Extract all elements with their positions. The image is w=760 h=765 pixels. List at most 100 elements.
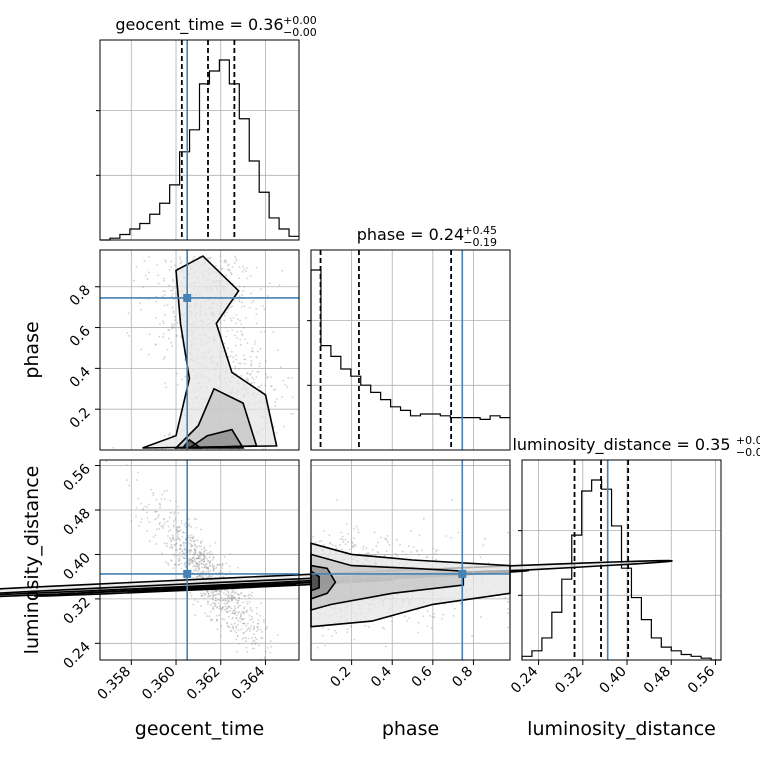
panel-frame <box>99 459 300 661</box>
sample-point <box>227 615 230 618</box>
sample-point <box>484 537 486 540</box>
sample-point <box>189 557 191 560</box>
title-plus: +0.45 <box>463 224 497 237</box>
sample-point <box>194 550 197 553</box>
sample-point <box>346 628 349 631</box>
sample-point <box>184 548 187 551</box>
sample-point <box>507 600 509 603</box>
sample-point <box>227 606 229 609</box>
sample-point <box>226 597 229 600</box>
sample-point <box>235 631 238 634</box>
sample-point <box>208 556 211 559</box>
sample-point <box>231 588 234 591</box>
sample-point <box>171 547 173 549</box>
sample-point <box>189 591 192 594</box>
sample-point <box>233 605 236 608</box>
sample-point <box>331 635 333 638</box>
sample-point <box>236 611 239 614</box>
sample-point <box>184 557 187 559</box>
sample-point <box>247 594 250 597</box>
sample-point <box>211 558 214 561</box>
sample-point <box>384 538 387 540</box>
sample-point <box>453 607 456 610</box>
sample-point <box>320 539 323 542</box>
sample-point <box>211 553 214 555</box>
sample-point <box>386 535 389 537</box>
sample-point <box>385 549 388 552</box>
sample-point <box>181 550 184 552</box>
density-fill <box>311 554 464 610</box>
sample-point <box>407 545 410 548</box>
sample-point <box>227 307 230 310</box>
sample-point <box>225 608 228 610</box>
sample-point <box>232 612 235 615</box>
sample-point <box>241 618 244 621</box>
hist-panel-phase: phase = 0.24 +0.45−0.19 <box>307 224 511 451</box>
sample-point <box>235 627 238 629</box>
sample-point <box>184 375 187 378</box>
sample-point <box>202 557 205 560</box>
sample-point <box>203 556 206 559</box>
sample-point <box>105 460 108 463</box>
panel-frame <box>99 39 300 241</box>
sample-point <box>221 562 224 565</box>
sample-point <box>234 625 237 628</box>
sample-point <box>178 530 181 532</box>
sample-point <box>158 528 161 530</box>
sample-point <box>227 596 230 599</box>
sample-point <box>203 560 206 562</box>
sample-point <box>212 569 215 572</box>
sample-point <box>203 546 206 549</box>
sample-point <box>163 356 166 359</box>
sample-point <box>219 591 221 593</box>
sample-point <box>211 596 214 599</box>
sample-point <box>198 557 200 560</box>
sample-point <box>225 311 228 314</box>
sample-point <box>216 618 218 621</box>
sample-point <box>197 570 200 573</box>
sample-point <box>172 537 174 539</box>
sample-point <box>193 547 196 550</box>
sample-point <box>260 384 263 387</box>
sample-point <box>417 631 420 634</box>
sample-point <box>159 503 162 506</box>
sample-point <box>198 575 201 577</box>
sample-point <box>175 500 177 503</box>
sample-point <box>177 512 180 514</box>
sample-point <box>230 591 233 594</box>
sample-point <box>243 631 245 634</box>
sample-point <box>257 619 260 622</box>
sample-point <box>213 590 215 593</box>
sample-point <box>171 327 173 330</box>
sample-point <box>212 566 215 568</box>
sample-point <box>162 320 164 323</box>
sample-point <box>162 322 165 325</box>
sample-point <box>246 651 249 653</box>
sample-point <box>202 592 205 595</box>
sample-point <box>166 348 169 351</box>
sample-point <box>210 576 213 579</box>
sample-point <box>212 608 215 611</box>
sample-point <box>257 370 260 373</box>
sample-point <box>236 330 239 333</box>
sample-point <box>180 562 183 565</box>
sample-point <box>231 599 234 602</box>
sample-point <box>177 505 179 508</box>
sample-point <box>242 265 244 268</box>
sample-point <box>245 377 248 380</box>
sample-point <box>239 617 241 620</box>
sample-point <box>223 556 226 558</box>
sample-point <box>251 591 254 594</box>
sample-point <box>140 308 142 311</box>
sample-point <box>253 639 256 642</box>
sample-point <box>233 596 236 599</box>
title-plus: +0.00 <box>283 14 317 27</box>
sample-point <box>166 545 168 548</box>
sample-point <box>172 312 175 314</box>
sample-point <box>246 371 249 374</box>
sample-point <box>328 541 331 544</box>
sample-point <box>187 562 190 565</box>
sample-point <box>211 602 214 605</box>
sample-point <box>263 308 266 311</box>
sample-point <box>167 525 170 528</box>
